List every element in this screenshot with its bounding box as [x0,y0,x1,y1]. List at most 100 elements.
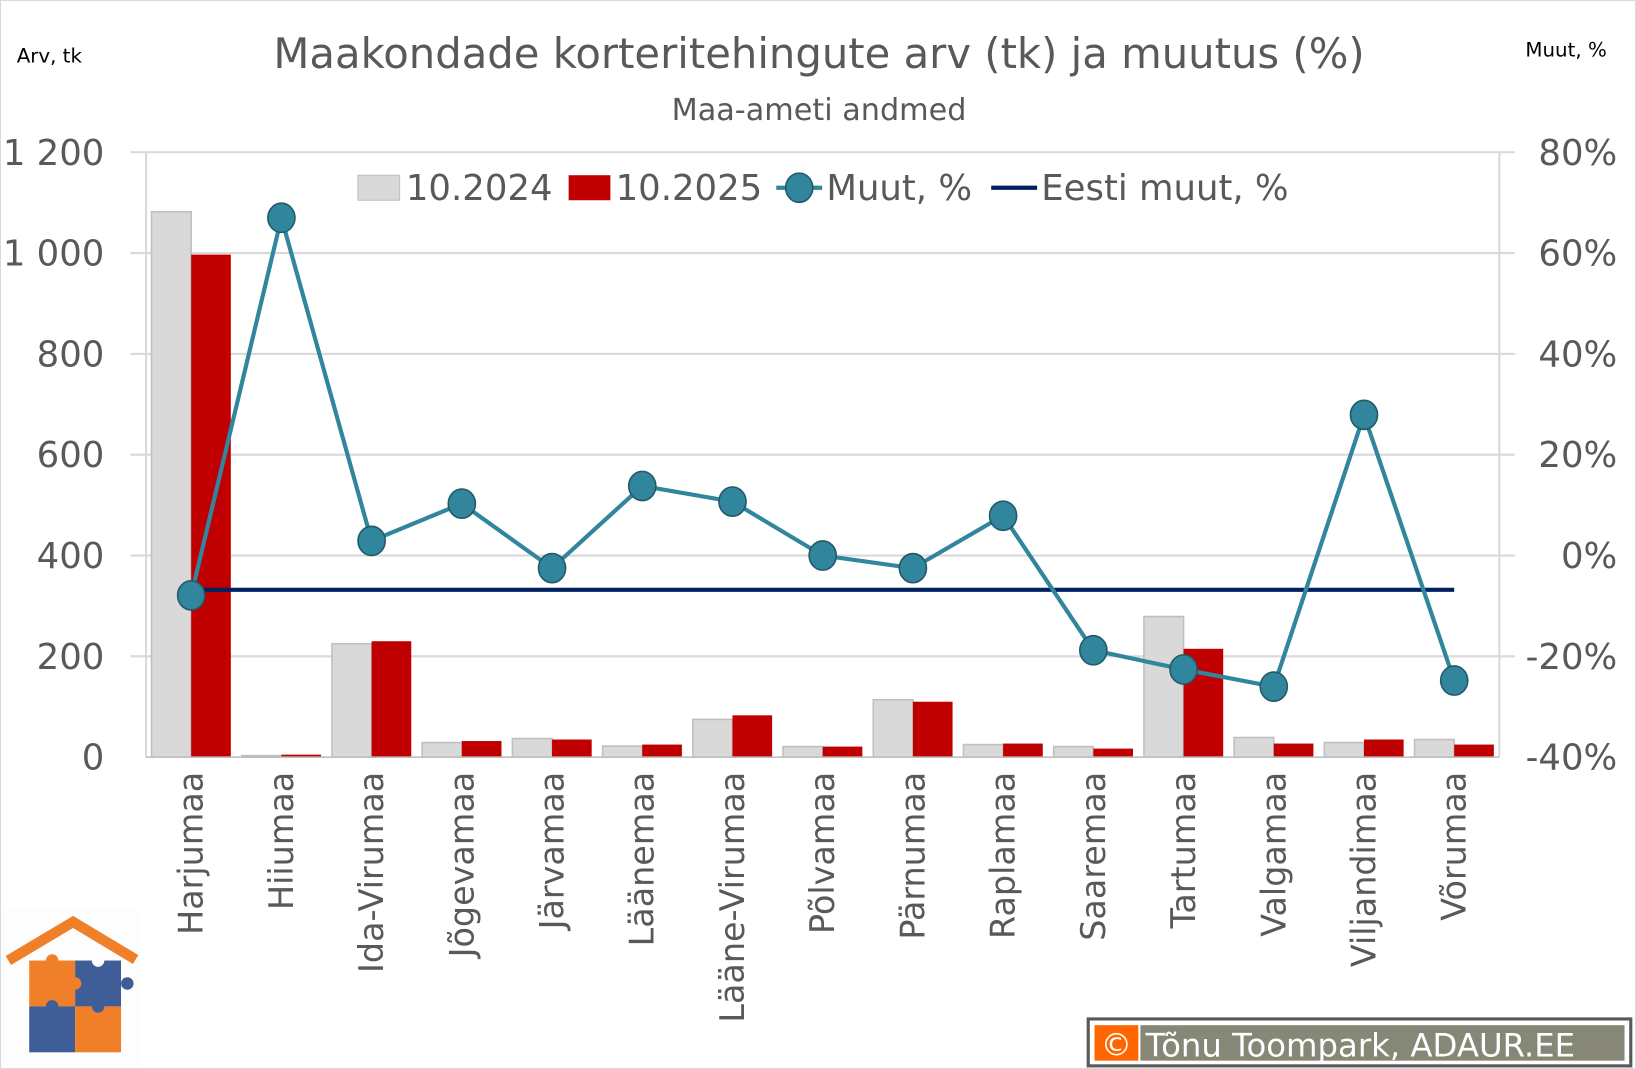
copyright-badge: © Tõnu Toompark, ADAUR.EE [1086,1017,1633,1068]
x-tick-label: Pärnumaa [893,772,932,940]
line-series [176,202,1469,702]
bar-2025 [1273,743,1314,758]
bar-2025 [912,701,953,758]
legend-swatch-2024 [357,174,401,201]
muut-point [357,525,386,557]
bar-2025 [1363,739,1404,758]
bar-2025 [822,746,863,758]
y2-tick-label: 40% [1538,334,1617,375]
bar-2024 [872,698,914,758]
bar-2025 [642,744,682,758]
x-tick-label: Ida-Virumaa [352,772,391,973]
copyright-text: Tõnu Toompark, ADAUR.EE [1145,1026,1575,1064]
y-axis-label: Arv, tk [17,45,83,68]
logo-roof [5,915,139,966]
x-tick-label: Tartumaa [1164,772,1203,930]
bar-2024 [331,642,373,758]
logo-piece-orange [29,960,76,1007]
bar-2025 [1003,743,1043,758]
bar-2024 [1233,736,1275,758]
y-tick-label: 400 [37,536,105,577]
y2-tick-label: 60% [1538,234,1617,275]
bar-2025 [461,741,502,758]
bar-2025 [732,715,773,758]
muut-point [627,470,657,502]
bar-2024 [601,745,644,758]
y-tick-label: 1 000 [3,234,105,275]
muut-point [1078,634,1108,666]
legend-label-2024: 10.2024 [406,168,553,209]
muut-point [808,540,838,571]
y2-tick-label: 0% [1561,536,1617,577]
x-tick-label: Saaremaa [1074,772,1113,941]
x-axis-labels: Harjumaa Hiiumaa Ida-Virumaa Jõgevamaa Järva… [172,772,1474,1023]
logo-piece-blue-2 [29,1006,76,1053]
bar-2024 [1143,615,1185,758]
x-tick-label: Lääne-Virumaa [713,772,752,1023]
bar-2024 [421,741,463,758]
x-tick-label: Harjumaa [172,772,211,935]
muut-point [898,552,928,584]
y2-axis-label: Muut, % [1525,38,1606,61]
bar-2025 [552,739,592,758]
bar-2024 [782,745,824,758]
y-tick-label: 0 [82,738,105,779]
muut-point [176,579,206,611]
bar-2024 [1052,745,1095,758]
chart-title: Maakondade korteritehingute arv (tk) ja … [273,29,1364,78]
legend-swatch-2025 [568,175,611,201]
muut-point [537,552,567,584]
muut-point [718,486,747,517]
chart-subtitle: Maa-ameti andmed [672,93,967,128]
legend-label-muut: Muut, % [826,168,972,209]
y2-tick-label: -40% [1526,738,1618,779]
bar-2024 [692,718,734,758]
x-tick-label: Valgamaa [1254,772,1293,937]
bar-2024 [1413,738,1455,758]
x-tick-label: Läänemaa [623,772,662,947]
copyright-icon: © [1101,1027,1132,1063]
y-tick-label: 800 [37,334,105,375]
y-axis-ticks: 0 200 400 600 800 1 000 1 200 [3,133,105,779]
legend-label-eesti: Eesti muut, % [1041,168,1288,209]
adaur-logo [2,909,140,1066]
muut-point [1349,399,1379,431]
bar-2024 [511,737,553,758]
legend: 10.2024 10.2025 Muut, % Eesti muut, % [357,168,1289,209]
muut-point [1259,671,1289,702]
bar-2025 [371,641,412,758]
x-tick-label: Võrumaa [1435,772,1474,921]
muut-point [1169,654,1198,685]
logo-piece-orange-2 [75,1006,122,1053]
y-tick-label: 600 [37,435,105,476]
copyright-text-bg [1140,1025,1625,1061]
y2-tick-label: 80% [1538,133,1617,174]
x-tick-label: Viljandimaa [1344,772,1383,967]
y-tick-label: 1 200 [3,133,105,174]
bar-2025 [1454,744,1494,758]
bar-2024 [962,743,1004,758]
bars [150,210,1494,758]
muut-point [1439,665,1469,696]
bar-2025 [1093,748,1133,758]
y2-axis-ticks: -40% -20% 0% 20% 40% 60% 80% [1526,133,1618,779]
bar-2025 [281,754,322,758]
bar-2024 [150,210,192,758]
muut-point [267,202,296,234]
y-tick-label: 200 [37,637,105,678]
bar-2024 [1323,741,1365,758]
legend-label-2025: 10.2025 [616,168,763,209]
logo-piece-blue [75,960,122,1007]
y2-tick-label: -20% [1526,637,1618,678]
muut-point [447,488,477,519]
y2-tick-label: 20% [1538,435,1617,476]
copyright-icon-bg [1094,1025,1139,1061]
x-tick-label: Järvamaa [533,772,572,932]
x-tick-label: Raplamaa [984,772,1023,939]
legend-marker-muut [784,172,814,204]
x-tick-label: Hiiumaa [262,772,301,910]
x-tick-label: Põlvamaa [803,772,842,934]
muut-point [988,500,1018,532]
